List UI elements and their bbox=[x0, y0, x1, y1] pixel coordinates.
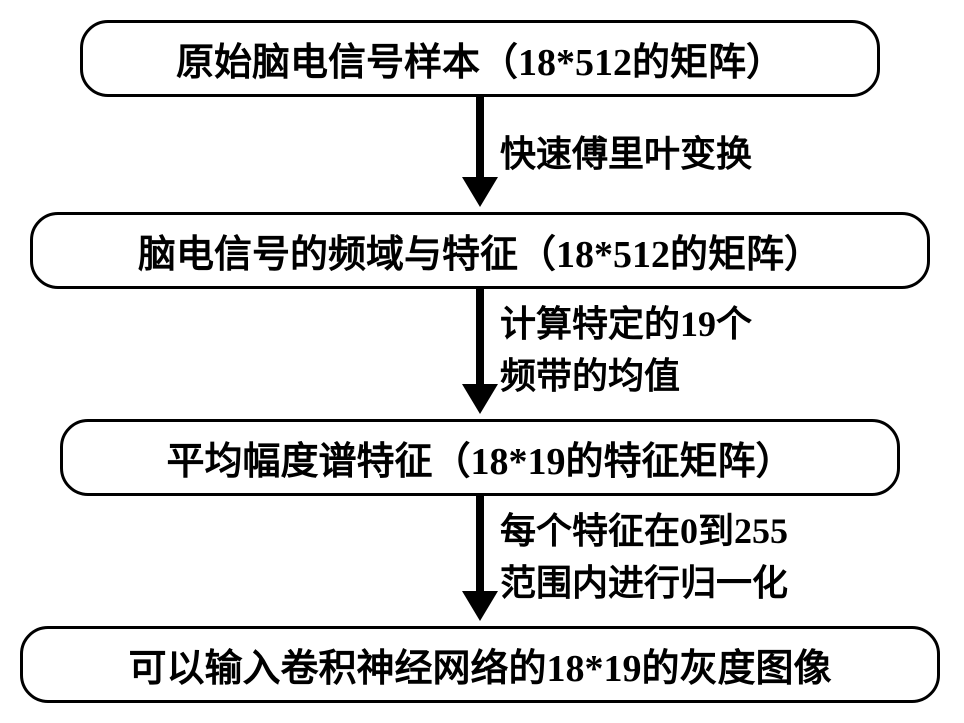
edge-normalize: 每个特征在0到255 范围内进行归一化 bbox=[20, 496, 940, 626]
node-label: 脑电信号的频域与特征（18*512的矩阵） bbox=[138, 234, 822, 276]
edge-label-line1: 每个特征在0到255 bbox=[500, 502, 788, 554]
edge-label-line2: 频带的均值 bbox=[500, 347, 680, 399]
arrow-head-icon bbox=[462, 177, 498, 207]
node-label: 原始脑电信号样本（18*512的矩阵） bbox=[176, 42, 784, 84]
arrow-shaft bbox=[476, 289, 484, 384]
edge-label-text: 每个特征在0到255 bbox=[500, 511, 788, 551]
node-freq-domain: 脑电信号的频域与特征（18*512的矩阵） bbox=[30, 212, 930, 289]
node-avg-spectrum: 平均幅度谱特征（18*19的特征矩阵） bbox=[60, 419, 900, 496]
node-label: 可以输入卷积神经网络的18*19的灰度图像 bbox=[128, 648, 831, 690]
node-raw-eeg: 原始脑电信号样本（18*512的矩阵） bbox=[80, 20, 880, 97]
edge-band-mean: 计算特定的19个 频带的均值 bbox=[20, 289, 940, 419]
edge-label-line1: 计算特定的19个 bbox=[500, 295, 752, 347]
edge-label-line2: 范围内进行归一化 bbox=[500, 554, 788, 606]
edge-label-text: 快速傅里叶变换 bbox=[500, 134, 752, 174]
arrow-head-icon bbox=[462, 591, 498, 621]
edge-label-text: 范围内进行归一化 bbox=[500, 563, 788, 603]
arrow-head-icon bbox=[462, 384, 498, 414]
flowchart: 原始脑电信号样本（18*512的矩阵） 快速傅里叶变换 脑电信号的频域与特征（1… bbox=[20, 20, 940, 703]
edge-label-text: 频带的均值 bbox=[500, 356, 680, 396]
edge-fft: 快速傅里叶变换 bbox=[20, 97, 940, 212]
node-label: 平均幅度谱特征（18*19的特征矩阵） bbox=[166, 441, 793, 483]
node-grayscale-image: 可以输入卷积神经网络的18*19的灰度图像 bbox=[20, 626, 940, 703]
arrow-shaft bbox=[476, 496, 484, 591]
edge-label: 快速傅里叶变换 bbox=[500, 125, 752, 177]
edge-label-text: 计算特定的19个 bbox=[500, 304, 752, 344]
arrow-shaft bbox=[476, 97, 484, 177]
